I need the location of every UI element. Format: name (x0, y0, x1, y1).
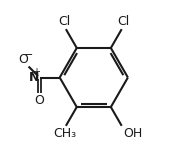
Text: N: N (29, 71, 40, 84)
Text: +: + (32, 67, 40, 77)
Text: O: O (18, 53, 28, 66)
Text: −: − (24, 50, 33, 60)
Text: Cl: Cl (117, 15, 129, 28)
Text: CH₃: CH₃ (54, 127, 77, 140)
Text: O: O (35, 94, 44, 107)
Text: Cl: Cl (58, 15, 70, 28)
Text: OH: OH (123, 127, 142, 140)
